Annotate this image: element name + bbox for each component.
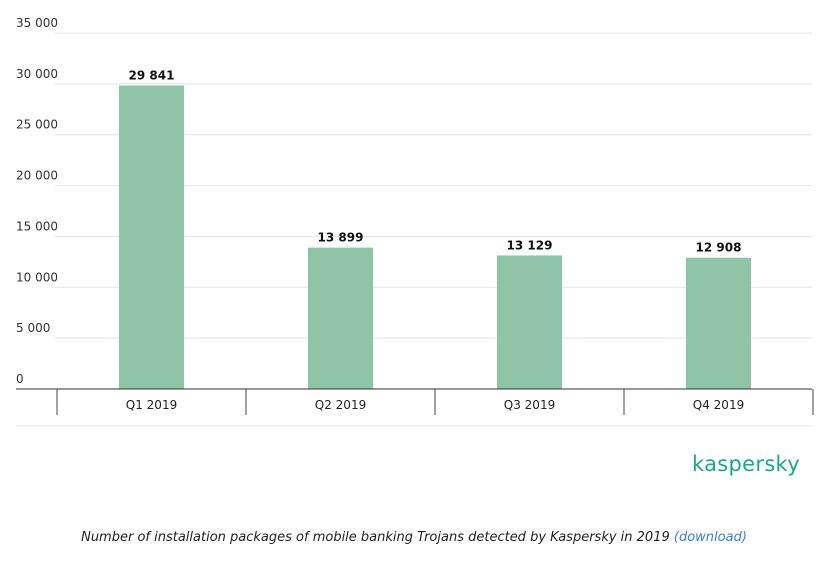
download-link[interactable]: (download) xyxy=(673,530,747,545)
y-tick-label: 20 000 xyxy=(16,169,58,183)
category-label: Q2 2019 xyxy=(315,398,366,412)
bar-chart: 0 5 000 10 000 15 000 20 000 25 000 30 000 35 0… xyxy=(16,16,814,427)
data-label: 13 899 xyxy=(318,231,364,245)
y-axis-tick-labels: 0 5 000 10 000 15 000 20 000 25 000 30 000 35 0… xyxy=(16,16,58,386)
bars xyxy=(119,85,751,390)
data-label: 12 908 xyxy=(696,241,742,255)
category-axis: Q1 2019 Q2 2019 Q3 2019 Q4 2019 xyxy=(56,389,814,415)
data-label: 29 841 xyxy=(129,68,175,82)
category-label: Q4 2019 xyxy=(693,398,744,412)
bar xyxy=(119,85,184,390)
data-label: 13 129 xyxy=(507,238,553,252)
y-tick-label: 10 000 xyxy=(16,270,58,284)
y-tick-label: 5 000 xyxy=(16,321,50,335)
category-label: Q1 2019 xyxy=(126,398,177,412)
y-tick-label: 0 xyxy=(16,372,24,386)
data-labels: 29 841 13 899 13 129 12 908 xyxy=(129,68,742,254)
category-label: Q3 2019 xyxy=(504,398,555,412)
y-tick-label: 25 000 xyxy=(16,118,58,132)
figure-caption: Number of installation packages of mobil… xyxy=(0,530,828,545)
bar xyxy=(686,257,751,389)
caption-text: Number of installation packages of mobil… xyxy=(81,530,670,545)
y-tick-label: 35 000 xyxy=(16,16,58,30)
y-tick-label: 15 000 xyxy=(16,219,58,233)
y-tick-label: 30 000 xyxy=(16,67,58,81)
kaspersky-logo: kaspersky xyxy=(692,452,800,476)
bar xyxy=(497,255,562,389)
bar xyxy=(308,247,373,389)
